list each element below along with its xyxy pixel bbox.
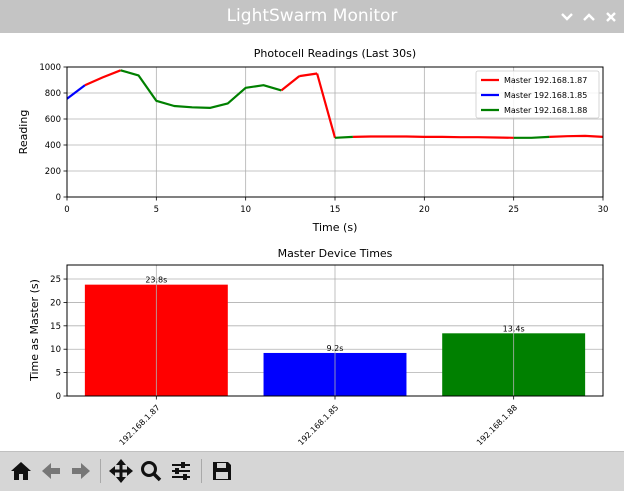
maximize-button[interactable] [578,0,600,33]
toolbar-separator [201,459,202,483]
line-chart-y-label: Reading [17,110,30,155]
bar-value-label-2: 13.4s [503,324,525,333]
bar-chart-x-tick-label: 192.168.1.87 [118,403,162,447]
line-chart-x-tick-label: 5 [154,205,159,215]
legend-label-2: Master 192.168.1.88 [504,106,587,115]
line-series-segment-0 [549,134,604,138]
bar-chart-x-ticks: 192.168.1.87 192.168.1.85 192.168.1.88 [118,396,519,447]
bar-chart-y-label: Time as Master (s) [28,279,41,382]
line-series-segment-0 [316,73,337,139]
line-chart-x-tick-label: 15 [330,205,341,215]
line-chart-legend: Master 192.168.1.87 Master 192.168.1.85 Ma… [475,70,600,119]
bar-chart-x-tick-label: 192.168.1.85 [296,403,340,447]
save-floppy-icon [213,462,231,480]
line-series-segment-2 [120,69,282,110]
toolbar-separator [100,459,101,483]
line-chart-x-tick-label: 20 [419,205,430,215]
legend-box [475,70,600,119]
line-series-segment-2 [513,135,550,139]
line-chart-y-tick-label: 1000 [39,63,61,73]
navigation-toolbar [0,451,624,491]
line-chart-x-label: Time (s) [312,221,358,234]
configure-subplots-icon [172,462,190,480]
close-icon [606,11,616,22]
line-chart-x-tick-label: 0 [64,205,69,215]
line-series-segment-2 [334,135,353,139]
window-title: LightSwarm Monitor [226,6,398,26]
bar-chart-y-ticks: 0 5 10 15 20 25 [50,275,67,402]
bar-chart-y-tick-label: 25 [50,275,61,285]
chevron-down-icon [561,12,573,21]
line-chart-y-tick-label: 200 [45,167,61,177]
legend-label-1: Master 192.168.1.85 [504,91,587,100]
line-series-segment-0 [352,135,514,139]
line-chart-title: Photocell Readings (Last 30s) [254,47,416,60]
configure-subplots-button[interactable] [168,458,194,484]
home-icon [11,462,31,480]
line-series-segment-0 [299,72,318,78]
save-button[interactable] [209,458,235,484]
line-chart-y-tick-label: 600 [45,115,61,125]
zoom-button[interactable] [138,458,164,484]
line-series-segment-0 [84,69,122,87]
line-chart-x-tick-label: 25 [508,205,519,215]
chevron-up-icon [583,12,595,21]
line-chart-y-tick-label: 0 [56,193,61,203]
bar-chart-y-tick-label: 0 [56,392,61,402]
forward-button[interactable] [68,458,94,484]
forward-arrow-icon [72,463,90,479]
bar-chart-vgrid [155,265,515,396]
bar-chart-y-tick-label: 15 [50,322,61,332]
back-arrow-icon [42,463,60,479]
line-chart-x-tick-label: 10 [240,205,251,215]
bar-chart-y-tick-label: 20 [50,298,61,308]
bar-chart-title: Master Device Times [278,247,393,260]
line-series-segment-0 [280,75,300,92]
line-series-segment-1 [66,84,86,100]
line-chart-y-tick-label: 400 [45,141,61,151]
bar-chart-value-labels: 23.8s 9.2s 13.4s [145,276,524,353]
bar-chart-y-tick-label: 10 [50,345,61,355]
line-chart-y-tick-label: 800 [45,89,61,99]
bar-chart-y-tick-label: 5 [56,369,61,379]
line-chart: Photocell Readings (Last 30s) 0 5 10 15 20 25… [17,47,608,234]
line-chart-x-ticks: 0 5 10 15 20 25 30 [64,197,608,215]
title-bar[interactable]: LightSwarm Monitor [0,0,624,33]
close-button[interactable] [600,0,622,33]
back-button[interactable] [38,458,64,484]
matplotlib-figure[interactable]: Photocell Readings (Last 30s) 0 5 10 15 20 25… [0,33,624,451]
pan-button[interactable] [108,458,134,484]
pan-move-icon [109,459,133,483]
bar-value-label-1: 9.2s [327,344,344,353]
zoom-magnifier-icon [141,461,162,482]
figure-canvas[interactable]: Photocell Readings (Last 30s) 0 5 10 15 20 25… [0,33,624,451]
bar-chart-x-tick-label: 192.168.1.88 [475,403,519,447]
bar-chart: Master Device Times 23.8s 9.2s 13.4s 0 5 10 1… [28,247,604,447]
line-chart-y-ticks: 0 200 400 600 800 1000 [39,63,67,203]
line-chart-series [66,69,604,139]
minimize-button[interactable] [556,0,578,33]
home-button[interactable] [8,458,34,484]
legend-label-0: Master 192.168.1.87 [504,76,587,85]
line-chart-x-tick-label: 30 [598,205,609,215]
bar-value-label-0: 23.8s [145,276,167,285]
